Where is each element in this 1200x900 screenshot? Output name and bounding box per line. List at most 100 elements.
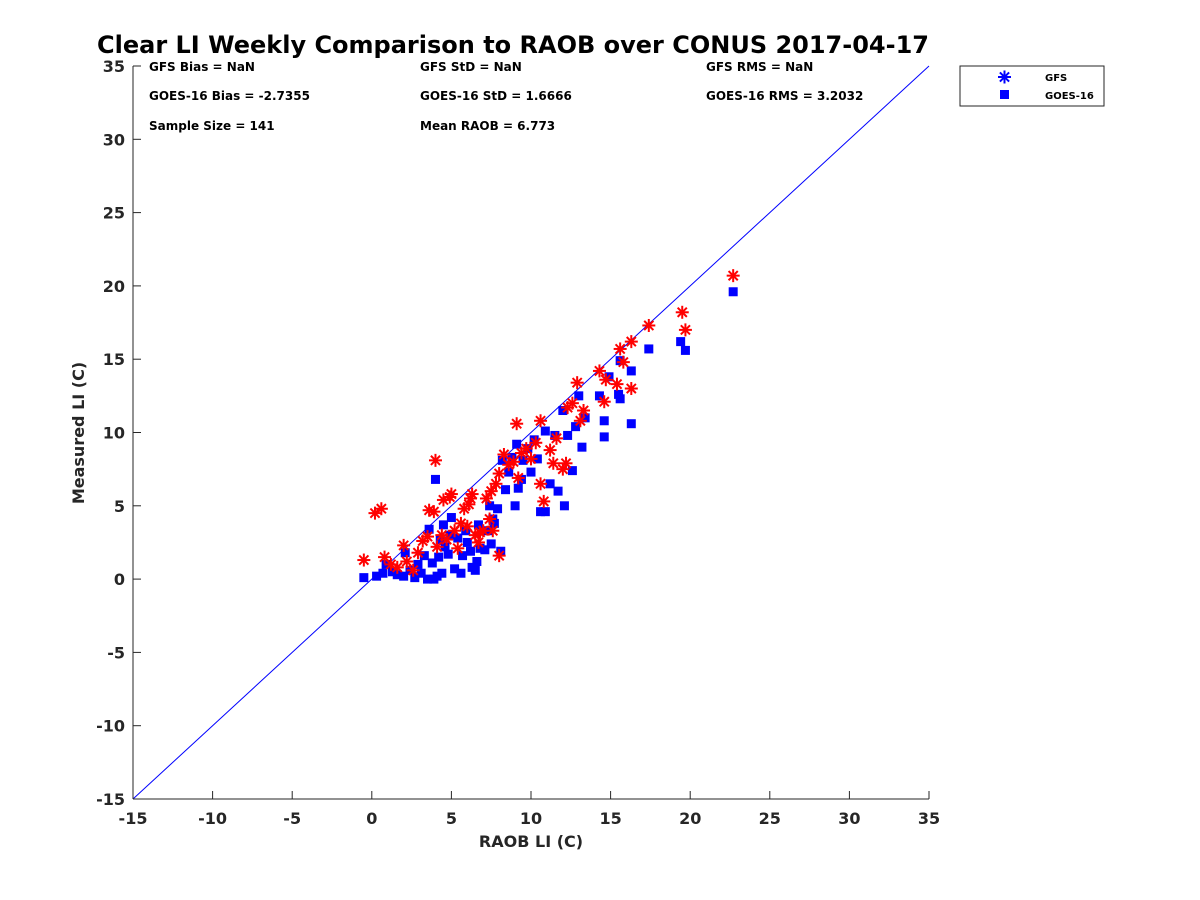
goes16-point	[507, 452, 517, 462]
x-tick-label: -15	[119, 809, 148, 828]
goes16-point	[359, 573, 369, 583]
goes16-point	[536, 507, 546, 517]
goes16-point	[558, 406, 568, 416]
x-tick-label: -10	[198, 809, 227, 828]
goes16-point	[473, 520, 483, 530]
goes16-point	[559, 501, 569, 511]
gfs-point	[511, 471, 525, 485]
goes16-point	[475, 543, 485, 553]
gfs-point	[510, 417, 524, 431]
goes16-point	[577, 442, 587, 452]
x-tick-label: 15	[599, 809, 621, 828]
goes16-point	[486, 539, 496, 549]
goes16-point	[504, 467, 514, 477]
goes16-point	[526, 467, 536, 477]
legend-asterisk-icon	[998, 70, 1011, 84]
gfs-point	[529, 436, 543, 450]
goes16-point	[728, 287, 738, 297]
goes16-point	[676, 337, 686, 347]
x-ticks: -15 -10 -5 0 5 10 15 20 25 30 35	[119, 791, 940, 828]
gfs-point	[559, 456, 573, 470]
goes16-point	[462, 537, 472, 547]
gfs-point	[357, 553, 371, 567]
stat-mean-raob: Mean RAOB = 6.773	[420, 119, 555, 133]
gfs-point	[549, 431, 563, 445]
gfs-point	[537, 494, 551, 508]
y-axis-label: Measured LI (C)	[69, 362, 88, 504]
axes: -15 -10 -5 0 5 10 15 20 25 30 35 -15 -10 -5 0 5 10 15 20 2…	[96, 57, 940, 828]
gfs-point	[489, 477, 503, 491]
gfs-point	[460, 519, 474, 533]
gfs-point	[451, 541, 465, 555]
gfs-point	[374, 502, 388, 516]
goes16-point	[540, 426, 550, 436]
y-tick-label: 10	[103, 424, 125, 443]
goes16-point	[513, 483, 523, 493]
gfs-point	[573, 414, 587, 428]
goes16-point	[480, 545, 490, 555]
y-tick-label: -10	[96, 717, 125, 736]
legend-square-icon	[1000, 90, 1009, 99]
y-tick-label: 0	[114, 570, 125, 589]
goes16-point	[440, 542, 450, 552]
goes16-point	[466, 546, 476, 556]
y-tick-label: -15	[96, 790, 125, 809]
goes16-point	[626, 366, 636, 376]
goes16-point	[472, 557, 482, 567]
goes16-point	[553, 486, 563, 496]
y-tick-label: 35	[103, 57, 125, 76]
gfs-point	[543, 443, 557, 457]
gfs-point	[492, 549, 506, 563]
goes16-point	[518, 455, 528, 465]
goes16-point	[437, 568, 447, 578]
gfs-point	[534, 414, 548, 428]
gfs-point	[400, 555, 414, 569]
gfs-point	[519, 442, 533, 456]
x-tick-label: 30	[838, 809, 860, 828]
goes16-point	[453, 533, 463, 543]
gfs-point	[492, 467, 506, 481]
gfs-point	[678, 323, 692, 337]
goes16-point	[496, 546, 506, 556]
stat-goes16-std: GOES-16 StD = 1.6666	[420, 89, 572, 103]
goes16-point	[599, 416, 609, 426]
goes16-point	[615, 356, 625, 366]
goes16-point	[680, 345, 690, 355]
goes16-point	[599, 432, 609, 442]
goes16-point	[434, 552, 444, 562]
stat-gfs-bias: GFS Bias = NaN	[149, 60, 255, 74]
goes16-point	[512, 439, 522, 449]
x-tick-label: 5	[446, 809, 457, 828]
chart-title: Clear LI Weekly Comparison to RAOB over …	[97, 31, 929, 59]
gfs-point	[570, 376, 584, 390]
gfs-point	[726, 269, 740, 283]
goes16-point	[378, 568, 388, 578]
gfs-point	[675, 305, 689, 319]
gfs-point	[642, 318, 656, 332]
gfs-point	[427, 505, 441, 519]
legend-label-gfs: GFS	[1045, 73, 1067, 84]
gfs-point	[497, 447, 511, 461]
goes16-point	[501, 485, 511, 495]
goes16-point	[615, 394, 625, 404]
stat-gfs-rms: GFS RMS = NaN	[706, 60, 813, 74]
stat-sample-size: Sample Size = 141	[149, 119, 275, 133]
gfs-point	[506, 455, 520, 469]
gfs-point	[524, 452, 538, 466]
goes16-point	[470, 565, 480, 575]
gfs-point	[448, 524, 462, 538]
goes16-point	[399, 571, 409, 581]
series-goes16	[359, 287, 738, 584]
gfs-point	[613, 342, 627, 356]
x-tick-label: 20	[679, 809, 701, 828]
goes16-point	[416, 568, 426, 578]
goes16-point	[443, 549, 453, 559]
y-tick-label: 5	[114, 497, 125, 516]
gfs-point	[471, 535, 485, 549]
gfs-point	[616, 355, 630, 369]
legend: GFS GOES-16	[959, 65, 1105, 107]
y-tick-label: -5	[107, 643, 125, 662]
goes16-point	[485, 501, 495, 511]
goes16-point	[400, 548, 410, 558]
